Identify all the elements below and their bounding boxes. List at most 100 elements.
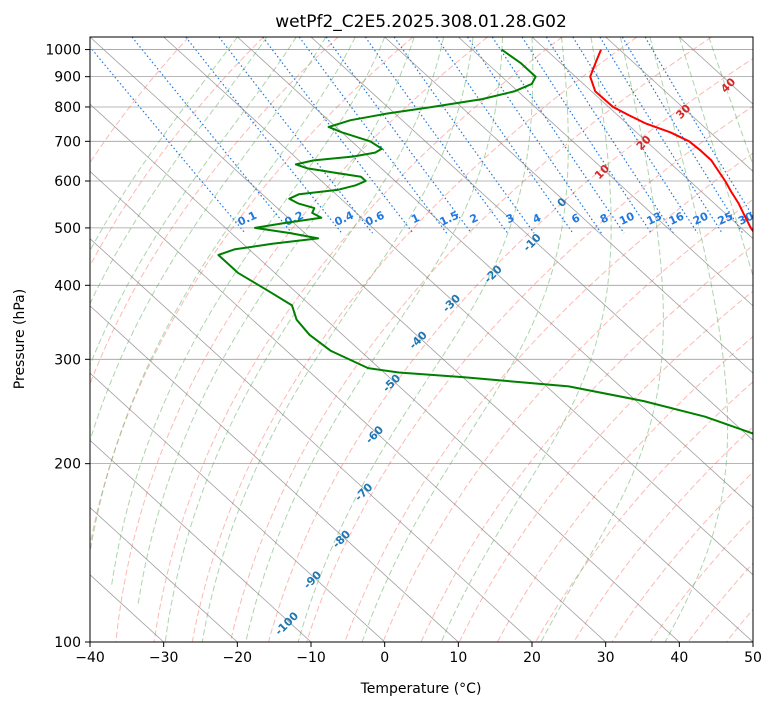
x-tick-label: 50 (744, 650, 762, 666)
isotherm-label: -90 (301, 568, 324, 591)
mixing-ratio-line (521, 37, 652, 234)
dry-adiabat-line (687, 562, 753, 642)
isotherm-label: 20 (634, 133, 654, 153)
dry-adiabat-line (115, 37, 488, 642)
isotherm-label: 40 (718, 75, 738, 95)
y-tick-label: 100 (54, 635, 81, 651)
moist-adiabat-line (90, 37, 268, 305)
mixing-ratio-line (218, 37, 373, 234)
moist-adiabat-line (137, 37, 415, 607)
mixing-ratio-label: 0.4 (333, 209, 356, 229)
mixing-ratio-line (325, 37, 472, 234)
y-tick-label: 300 (54, 352, 81, 368)
isotherm-line (531, 37, 753, 240)
mixing-ratio-line (572, 37, 699, 234)
isotherm-line (458, 37, 753, 307)
mixing-ratio-line (262, 37, 414, 234)
mixing-ratio-line (644, 37, 753, 218)
isotherm-line (90, 170, 606, 642)
isotherm-label: 10 (592, 162, 612, 182)
isotherm-label: -50 (380, 371, 403, 394)
mixing-ratio-label: 4 (531, 211, 544, 226)
mixing-ratio-label: 6 (569, 211, 582, 226)
x-axis-label: Temperature (°C) (360, 681, 482, 697)
isotherm-line (752, 37, 753, 38)
mixing-ratio-line (131, 37, 293, 234)
dry-adiabat-line (726, 608, 753, 642)
mixing-ratio-line (364, 37, 509, 234)
isotherm-line (90, 439, 312, 642)
moist-adiabat-line (678, 37, 753, 278)
mixing-ratio-label: 36 (757, 209, 775, 227)
mixing-ratio-line (435, 37, 574, 234)
mixing-ratio-label: 3 (504, 211, 516, 226)
isotherm-line (90, 372, 385, 642)
x-tick-label: 20 (523, 650, 541, 666)
dry-adiabat-line (90, 37, 264, 267)
isotherm-label: 30 (673, 101, 693, 121)
isotherm-label: -40 (407, 328, 430, 351)
temperature-profile-line (589, 49, 753, 233)
dry-adiabat-line (153, 37, 563, 642)
dry-adiabat-line (765, 37, 775, 642)
isotherm-label: 0 (555, 195, 570, 210)
isotherm-line (605, 37, 753, 172)
isotherm-label: -60 (363, 423, 386, 446)
mixing-ratio-line (599, 37, 723, 234)
mixing-ratio-label: 16 (667, 209, 687, 227)
mixing-ratio-label: 1.5 (438, 209, 461, 229)
dry-adiabat-line (306, 105, 753, 642)
moist-adiabat-line (245, 37, 503, 642)
y-tick-label: 1000 (45, 43, 81, 59)
y-axis-label: Pressure (hPa) (12, 289, 28, 389)
dry-adiabat-line (535, 381, 753, 642)
isotherm-line (90, 238, 533, 642)
mixing-ratio-label: 8 (598, 211, 610, 226)
mixing-ratio-line (185, 37, 343, 234)
x-tick-label: 10 (449, 650, 467, 666)
moist-adiabat-line (90, 37, 238, 252)
y-tick-label: 800 (54, 100, 81, 116)
x-tick-label: −30 (149, 650, 179, 666)
dry-adiabat-line (90, 37, 190, 164)
mixing-ratio-line (393, 37, 535, 234)
mixing-ratio-label: 0.2 (283, 209, 306, 229)
y-tick-label: 700 (54, 134, 81, 150)
x-tick-label: 30 (597, 650, 615, 666)
mixing-ratio-label: 13 (645, 210, 664, 228)
isotherm-line (90, 305, 459, 642)
isotherm-line (90, 103, 680, 642)
x-tick-label: −20 (223, 650, 253, 666)
isotherm-label: -10 (521, 231, 544, 254)
y-tick-label: 600 (54, 174, 81, 190)
moist-adiabat-line (361, 37, 569, 642)
mixing-ratio-line (621, 37, 744, 234)
dry-adiabat-line (90, 37, 414, 548)
mixing-ratio-line (545, 37, 674, 234)
dry-adiabat-line (268, 57, 753, 642)
isotherm-line (90, 37, 753, 642)
moist-adiabat-line (540, 37, 664, 642)
x-tick-label: −10 (296, 650, 326, 666)
dry-adiabat-line (649, 516, 753, 642)
mixing-ratio-line (491, 37, 625, 234)
isotherm-line (384, 37, 753, 374)
x-tick-label: 0 (380, 650, 389, 666)
plot-frame (89, 36, 754, 643)
isotherm-label: -70 (352, 480, 375, 503)
mixing-ratio-label: 25 (716, 210, 735, 228)
dry-adiabat-line (496, 335, 753, 642)
moist-adiabat-line (164, 37, 445, 642)
dry-adiabat-line (90, 37, 339, 386)
mixing-ratio-label: 0.6 (363, 209, 386, 229)
moist-adiabat-line (649, 37, 729, 642)
moist-adiabat-line (111, 37, 386, 585)
mixing-ratio-line (467, 37, 602, 234)
moist-adiabat-line (90, 37, 356, 555)
moist-adiabat-line (297, 37, 534, 642)
mixing-ratio-line (298, 37, 448, 234)
dry-adiabat-line (191, 37, 638, 642)
isotherm-label: -20 (482, 262, 505, 285)
